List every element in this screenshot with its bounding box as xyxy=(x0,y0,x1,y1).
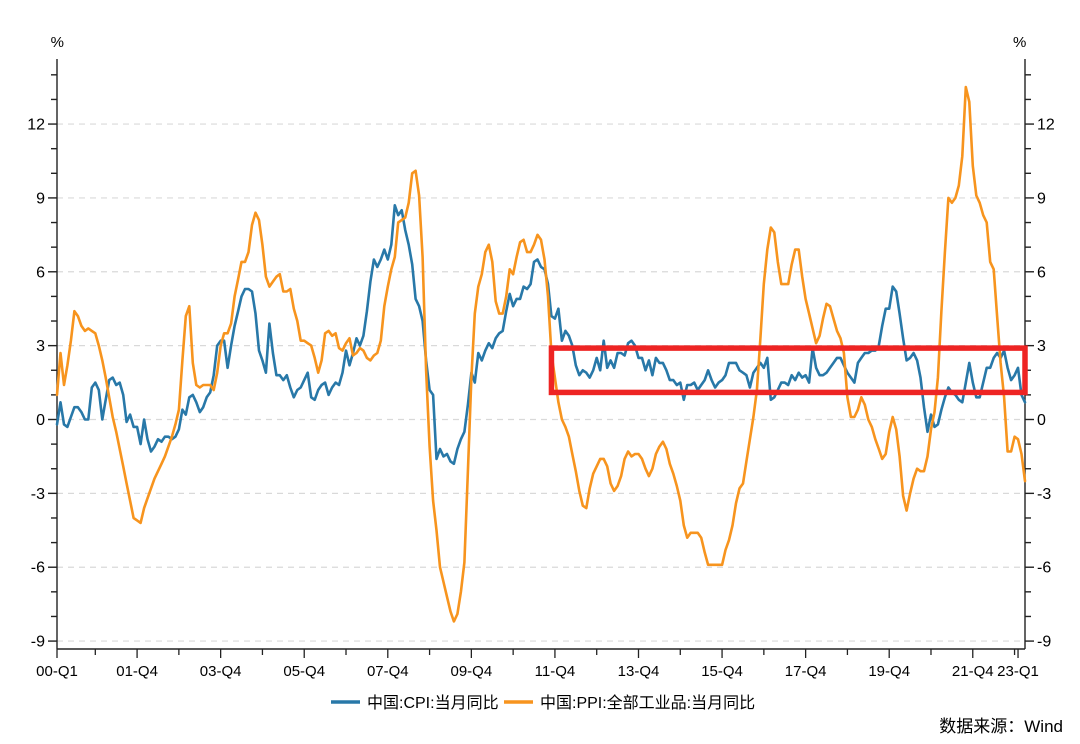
right-axis-unit-label: % xyxy=(1013,34,1026,51)
y-tick-label-right: -6 xyxy=(1037,560,1051,577)
y-tick-label-left: 3 xyxy=(36,338,45,355)
y-tick-label-right: 12 xyxy=(1037,117,1055,134)
x-tick-label: 07-Q4 xyxy=(367,663,409,680)
y-tick-label-left: 6 xyxy=(36,264,45,281)
x-tick-label: 13-Q4 xyxy=(618,663,660,680)
x-tick-label: 17-Q4 xyxy=(785,663,827,680)
x-tick-label: 05-Q4 xyxy=(283,663,325,680)
legend: 中国:CPI:当月同比 中国:PPI:全部工业品:当月同比 xyxy=(331,694,755,712)
cpi-line xyxy=(55,204,1027,466)
x-tick-label: 23-Q1 xyxy=(997,663,1039,680)
x-tick-label: 21-Q4 xyxy=(952,663,994,680)
data-source-note: 数据来源：Wind xyxy=(939,717,1063,736)
annotation-box xyxy=(548,345,1028,396)
x-tick-label: 09-Q4 xyxy=(451,663,493,680)
y-tick-label-left: -9 xyxy=(31,634,45,651)
x-tick-label: 15-Q4 xyxy=(701,663,743,680)
y-tick-label-right: 0 xyxy=(1037,412,1046,429)
y-tick-label-right: 3 xyxy=(1037,338,1046,355)
y-tick-label-right: -3 xyxy=(1037,486,1051,503)
y-tick-label-left: 12 xyxy=(27,117,45,134)
y-tick-label-left: 0 xyxy=(36,412,45,429)
left-axis-unit-label: % xyxy=(51,34,64,51)
y-tick-label-right: -9 xyxy=(1037,634,1051,651)
x-tick-label: 00-Q1 xyxy=(36,663,78,680)
x-tick-label: 01-Q4 xyxy=(116,663,158,680)
y-tick-label-right: 6 xyxy=(1037,264,1046,281)
x-tick-label: 03-Q4 xyxy=(200,663,242,680)
y-tick-label-right: 9 xyxy=(1037,190,1046,207)
y-tick-label-left: 9 xyxy=(36,190,45,207)
x-tick-label: 19-Q4 xyxy=(868,663,910,680)
ppi-line xyxy=(55,85,1027,623)
y-tick-label-left: -3 xyxy=(31,486,45,503)
y-tick-label-left: -6 xyxy=(31,560,45,577)
x-tick-label: 11-Q4 xyxy=(535,663,576,680)
legend-ppi-label: 中国:PPI:全部工业品:当月同比 xyxy=(540,694,755,712)
legend-cpi-label: 中国:CPI:当月同比 xyxy=(367,694,499,712)
